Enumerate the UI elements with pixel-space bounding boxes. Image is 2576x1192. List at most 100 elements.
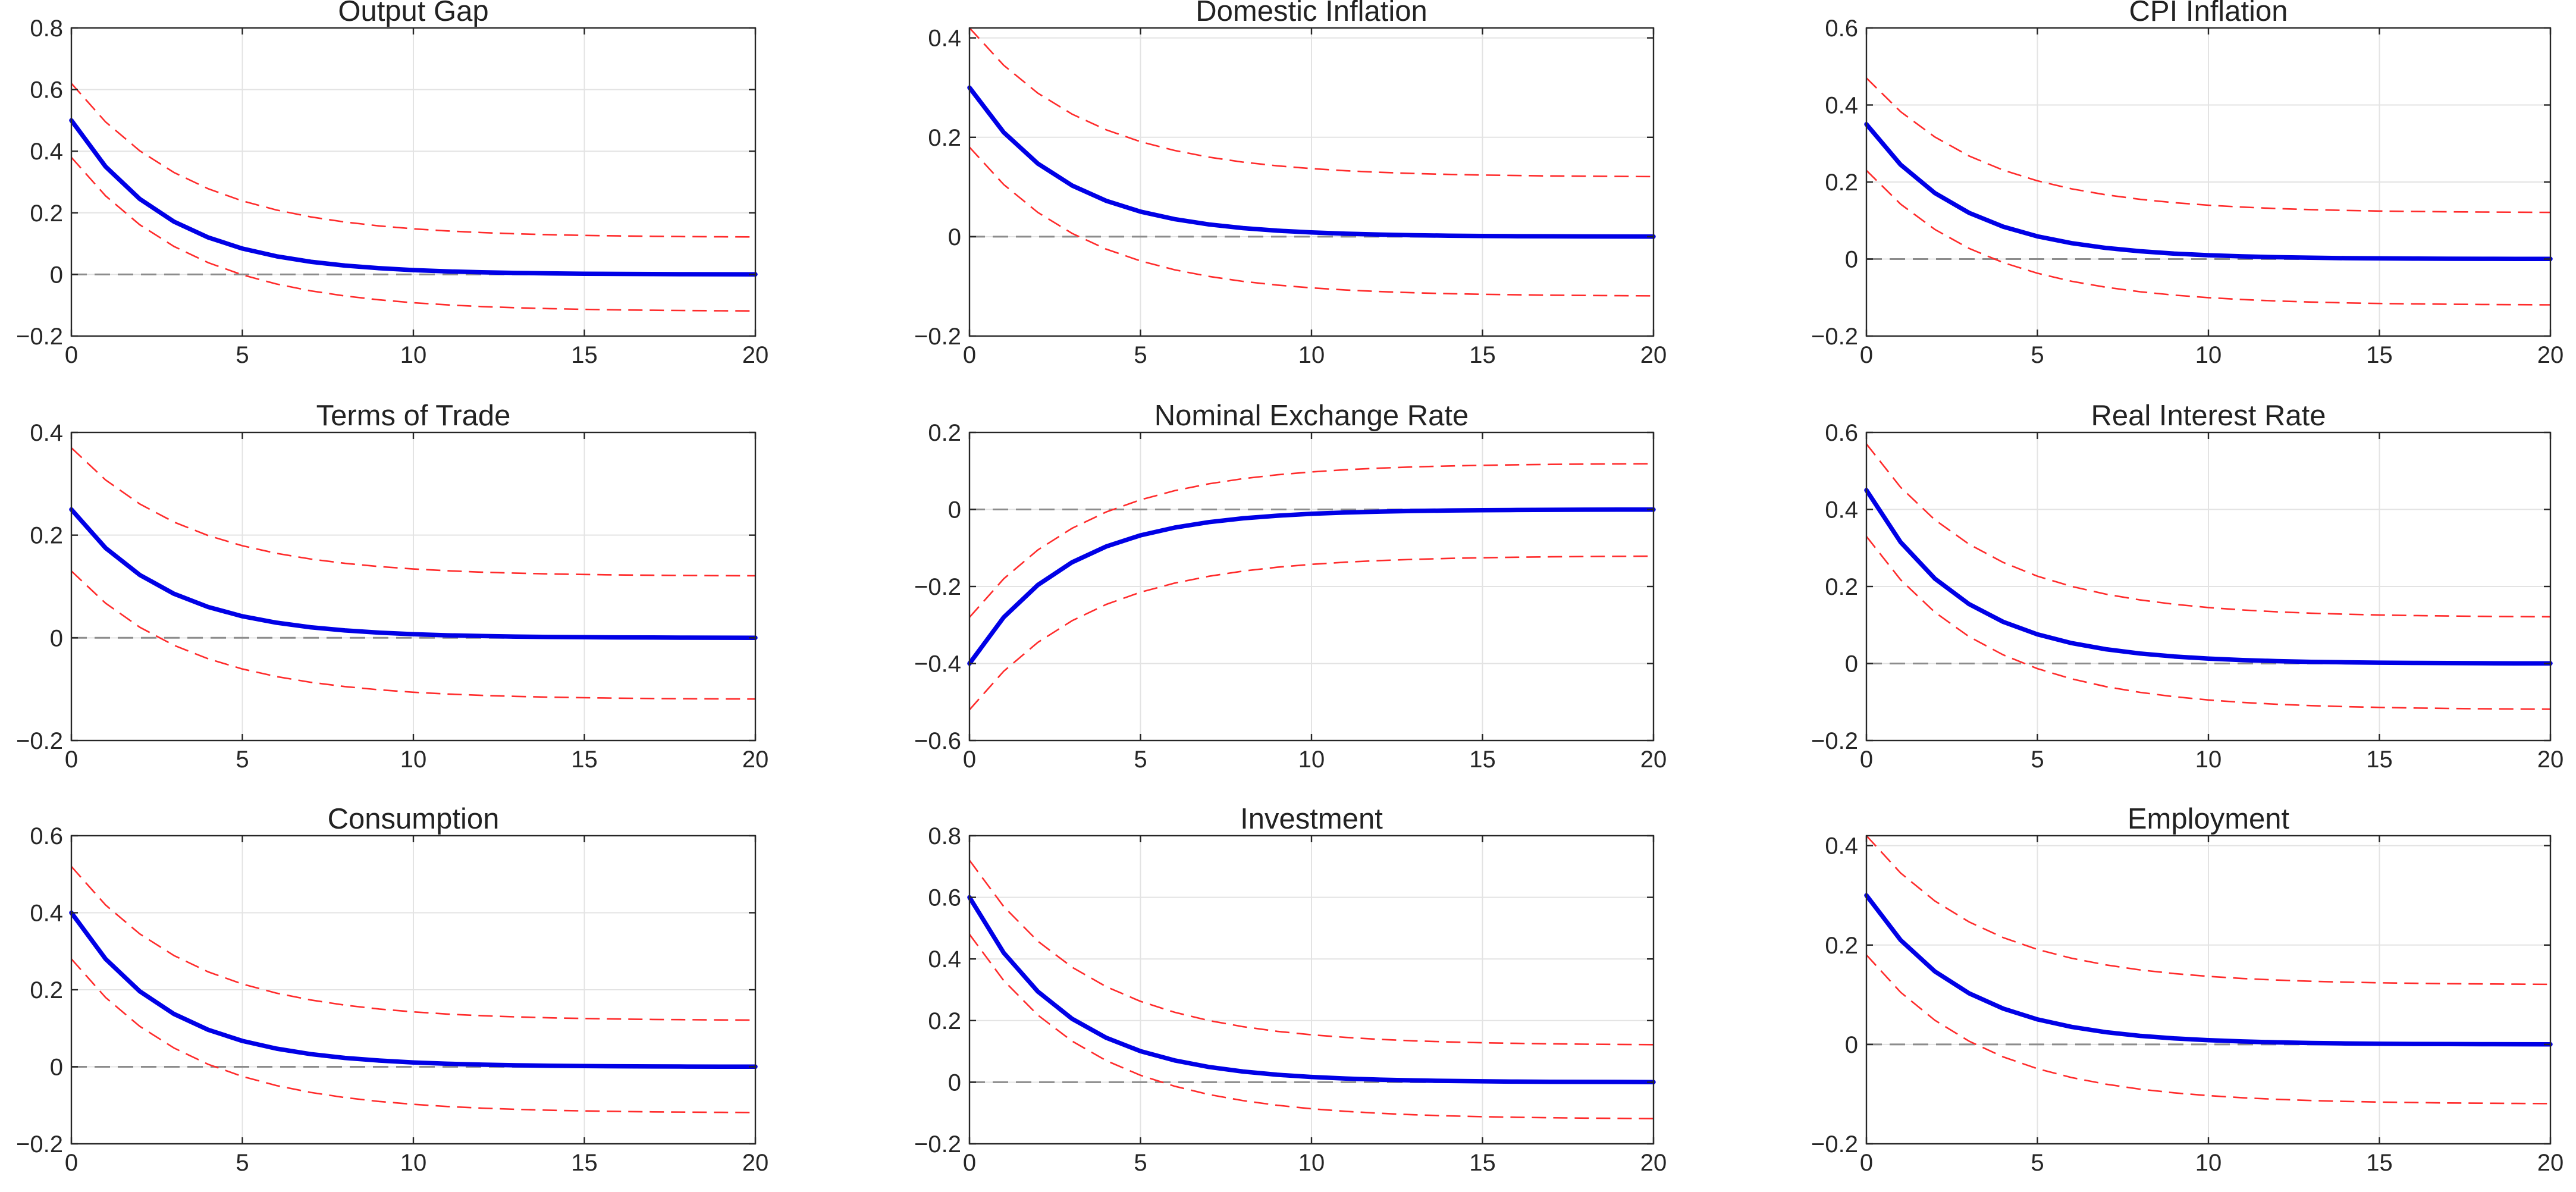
- y-tick-label: 0.6: [1825, 15, 1858, 42]
- panel-title: Domestic Inflation: [1196, 0, 1427, 27]
- y-tick-label: 0.2: [1825, 170, 1858, 196]
- y-tick-label: 0: [948, 1069, 961, 1096]
- y-tick-label: 0.6: [928, 885, 961, 911]
- series-impulse-response: [1864, 122, 2553, 262]
- y-tick-label: −0.6: [914, 728, 961, 754]
- series-upper-band: [1866, 77, 2551, 214]
- x-tick-label: 10: [1298, 746, 1325, 773]
- y-tick-label: 0.2: [30, 523, 63, 549]
- series-lower-band: [71, 570, 756, 700]
- y-tick-label: 0.4: [30, 139, 63, 165]
- panel-title: Terms of Trade: [316, 400, 511, 432]
- panel-title: Output Gap: [338, 0, 488, 27]
- y-tick-label: 0: [948, 497, 961, 523]
- x-tick-label: 20: [2537, 342, 2564, 368]
- x-tick-label: 15: [2366, 746, 2393, 773]
- y-tick-label: 0.4: [1825, 93, 1858, 119]
- y-tick-label: 0.2: [928, 420, 961, 446]
- panel-title: Consumption: [328, 803, 500, 835]
- y-tick-label: −0.2: [914, 574, 961, 600]
- x-tick-label: 0: [1860, 342, 1873, 368]
- y-tick-label: 0.6: [1825, 420, 1858, 446]
- panel-title: Investment: [1240, 803, 1383, 835]
- x-tick-label: 5: [2031, 746, 2044, 773]
- series-lower-band: [969, 555, 1654, 711]
- x-tick-label: 10: [1298, 342, 1325, 368]
- x-tick-label: 10: [400, 1150, 427, 1176]
- x-tick-label: 5: [1134, 1150, 1147, 1176]
- series-upper-band: [969, 463, 1654, 618]
- series-lower-band: [969, 146, 1654, 297]
- x-tick-label: 15: [2366, 342, 2393, 368]
- x-tick-label: 20: [1640, 1150, 1667, 1176]
- y-tick-label: 0.4: [928, 946, 961, 973]
- y-tick-label: −0.2: [1811, 728, 1858, 754]
- y-tick-label: 0.6: [30, 823, 63, 849]
- series-impulse-response: [967, 895, 1656, 1084]
- x-tick-label: 15: [1469, 746, 1496, 773]
- x-tick-label: 20: [742, 342, 769, 368]
- y-tick-label: 0.6: [30, 77, 63, 103]
- x-tick-label: 0: [963, 1150, 976, 1176]
- x-tick-label: 20: [1640, 746, 1667, 773]
- series-impulse-response: [967, 507, 1656, 666]
- x-tick-label: 10: [400, 746, 427, 773]
- y-tick-label: 0: [50, 625, 63, 651]
- series-upper-band: [71, 447, 756, 577]
- x-tick-label: 0: [963, 342, 976, 368]
- series-upper-band: [1865, 443, 2551, 618]
- series-impulse-response: [1864, 893, 2553, 1047]
- series-impulse-response: [967, 85, 1656, 239]
- y-tick-label: −0.4: [914, 651, 961, 677]
- x-tick-label: 0: [65, 1150, 78, 1176]
- x-tick-label: 20: [742, 1150, 769, 1176]
- x-tick-label: 10: [2195, 746, 2222, 773]
- x-tick-label: 15: [1469, 342, 1496, 368]
- panel-title: CPI Inflation: [2129, 0, 2288, 27]
- x-tick-label: 5: [236, 1150, 249, 1176]
- x-tick-label: 5: [236, 746, 249, 773]
- x-tick-label: 5: [1134, 342, 1147, 368]
- x-tick-label: 15: [1469, 1150, 1496, 1176]
- x-tick-label: 20: [2537, 1150, 2564, 1176]
- y-tick-label: 0: [1845, 247, 1858, 273]
- y-tick-label: −0.2: [16, 324, 63, 350]
- x-tick-label: 20: [1640, 342, 1667, 368]
- x-tick-label: 10: [2195, 342, 2222, 368]
- x-tick-label: 0: [1860, 1150, 1873, 1176]
- y-tick-label: 0.2: [1825, 933, 1858, 959]
- y-tick-label: 0.2: [30, 200, 63, 227]
- y-tick-label: 0: [1845, 651, 1858, 677]
- panel-nominal-exchange-rate: 0 5 10 15 20 −0.6 −0.4 −0.2 0 0.2 Nominal Exchange…: [914, 400, 1667, 773]
- series-lower-band: [71, 958, 756, 1113]
- series-upper-band: [71, 865, 756, 1021]
- y-tick-label: 0.2: [928, 1008, 961, 1034]
- series-impulse-response: [69, 910, 758, 1069]
- panel-title: Real Interest Rate: [2091, 400, 2326, 432]
- y-tick-label: 0.4: [928, 26, 961, 52]
- series-lower-band: [1865, 535, 2551, 710]
- x-tick-label: 10: [2195, 1150, 2222, 1176]
- y-tick-label: 0.2: [1825, 574, 1858, 600]
- x-tick-label: 0: [65, 746, 78, 773]
- x-tick-label: 0: [65, 342, 78, 368]
- y-tick-label: 0.2: [30, 977, 63, 1003]
- y-tick-label: 0.4: [30, 901, 63, 927]
- series-lower-band: [71, 156, 756, 312]
- y-tick-label: 0.4: [1825, 833, 1858, 860]
- panel-title: Employment: [2128, 803, 2290, 835]
- x-tick-label: 15: [2366, 1150, 2393, 1176]
- x-tick-label: 10: [1298, 1150, 1325, 1176]
- x-tick-label: 20: [742, 746, 769, 773]
- y-tick-label: −0.2: [1811, 324, 1858, 350]
- y-tick-label: 0: [50, 262, 63, 288]
- y-tick-label: −0.2: [1811, 1131, 1858, 1158]
- y-tick-label: 0: [1845, 1032, 1858, 1058]
